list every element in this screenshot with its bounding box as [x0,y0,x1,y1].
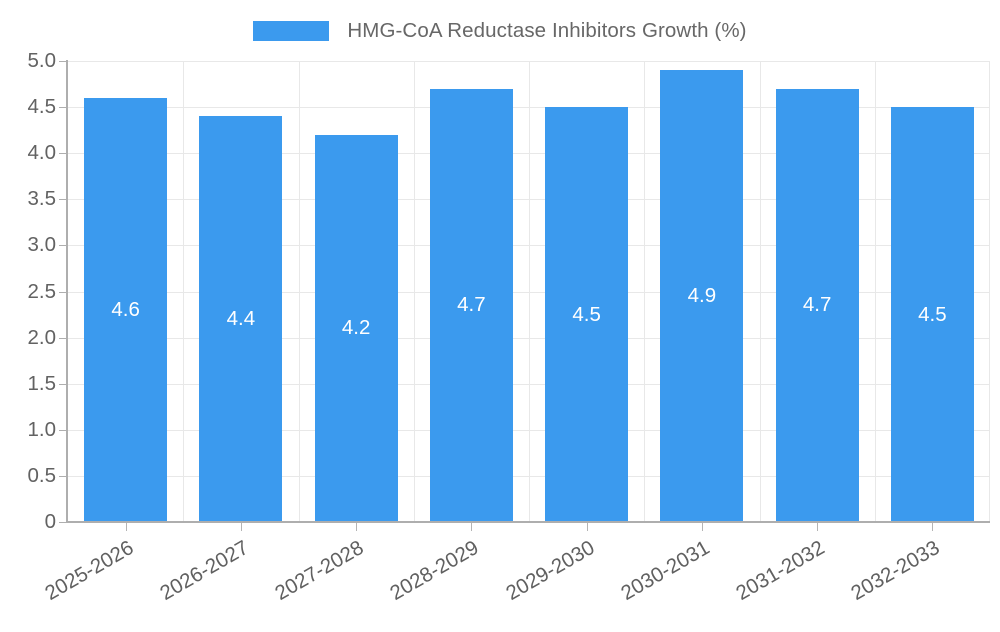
bar[interactable]: 4.7 [429,88,513,522]
x-axis-tick-mark [241,523,242,531]
y-axis-tick-label: 1.0 [27,417,57,441]
bar-value-label: 4.7 [457,293,486,317]
x-axis-tick-mark [932,523,933,531]
y-axis-tick-label: 1.5 [27,371,57,395]
gridline-vertical [644,61,645,522]
y-axis-tick-label: 4.5 [27,94,57,118]
bar[interactable]: 4.7 [775,88,859,522]
bar-value-label: 4.6 [111,297,140,321]
x-axis-tick-mark [587,523,588,531]
y-axis-tick-mark [59,199,66,201]
y-axis-tick-mark [59,291,66,293]
y-axis-tick-mark [59,337,66,339]
bar-value-label: 4.5 [572,302,601,326]
bar-value-label: 4.9 [687,283,717,307]
gridline-vertical [989,61,990,522]
y-axis-tick-label: 0 [44,509,56,533]
bar[interactable]: 4.2 [314,134,398,522]
gridline-vertical [760,61,761,522]
bar-value-label: 4.7 [802,293,832,317]
y-axis-tick-mark [59,522,66,523]
x-axis-tick-mark [702,523,703,531]
y-axis-tick-mark [59,383,66,385]
y-axis-line [66,60,68,523]
y-axis-tick-label: 0.5 [27,463,57,487]
y-axis-tick-labels: 0 0.5 1.0 1.5 2.0 2.5 3.0 3.5 4.0 4.5 5.0 [0,0,57,600]
gridline-vertical [299,61,300,522]
plot-area: 4.6 4.4 4.2 4.7 4.5 4.9 4.7 4.5 [68,61,990,523]
bar[interactable]: 4.4 [199,116,283,522]
y-axis-tick-label: 4.0 [27,140,57,164]
bar[interactable]: 4.6 [84,97,168,522]
y-axis-tick-mark [59,429,66,431]
bar-value-label: 4.5 [918,302,947,326]
y-axis-tick-mark [59,475,66,477]
y-axis-tick-mark [59,107,66,109]
gridline-vertical [414,61,415,522]
x-axis-tick-mark [471,523,472,531]
y-axis-tick-mark [59,153,66,155]
bar-chart: HMG-CoA Reductase Inhibitors Growth (%) … [0,0,1000,605]
bar[interactable]: 4.5 [545,107,629,522]
y-axis-tick-label: 5.0 [27,48,57,72]
y-axis-tick-label: 2.0 [27,325,57,349]
x-axis-line [66,521,990,523]
x-axis-tick-mark [817,523,818,531]
x-axis-tick-mark [126,523,127,531]
x-axis-tick-mark [356,523,357,531]
y-axis-tick-label: 2.5 [27,279,57,303]
gridline-vertical [183,61,184,522]
y-axis-tick-mark [59,245,66,247]
bar-value-label: 4.4 [226,306,256,330]
y-axis-tick-mark [59,61,66,62]
legend-label: HMG-CoA Reductase Inhibitors Growth (%) [347,19,747,42]
legend-color-swatch [253,21,330,41]
chart-legend: HMG-CoA Reductase Inhibitors Growth (%) [0,14,1000,48]
bar[interactable]: 4.5 [890,107,974,522]
y-axis-tick-label: 3.0 [27,233,57,257]
bar-value-label: 4.2 [341,316,371,340]
bar[interactable]: 4.9 [660,70,744,522]
gridline-vertical [529,61,530,522]
gridline-vertical [875,61,876,522]
y-axis-tick-label: 3.5 [27,187,57,211]
